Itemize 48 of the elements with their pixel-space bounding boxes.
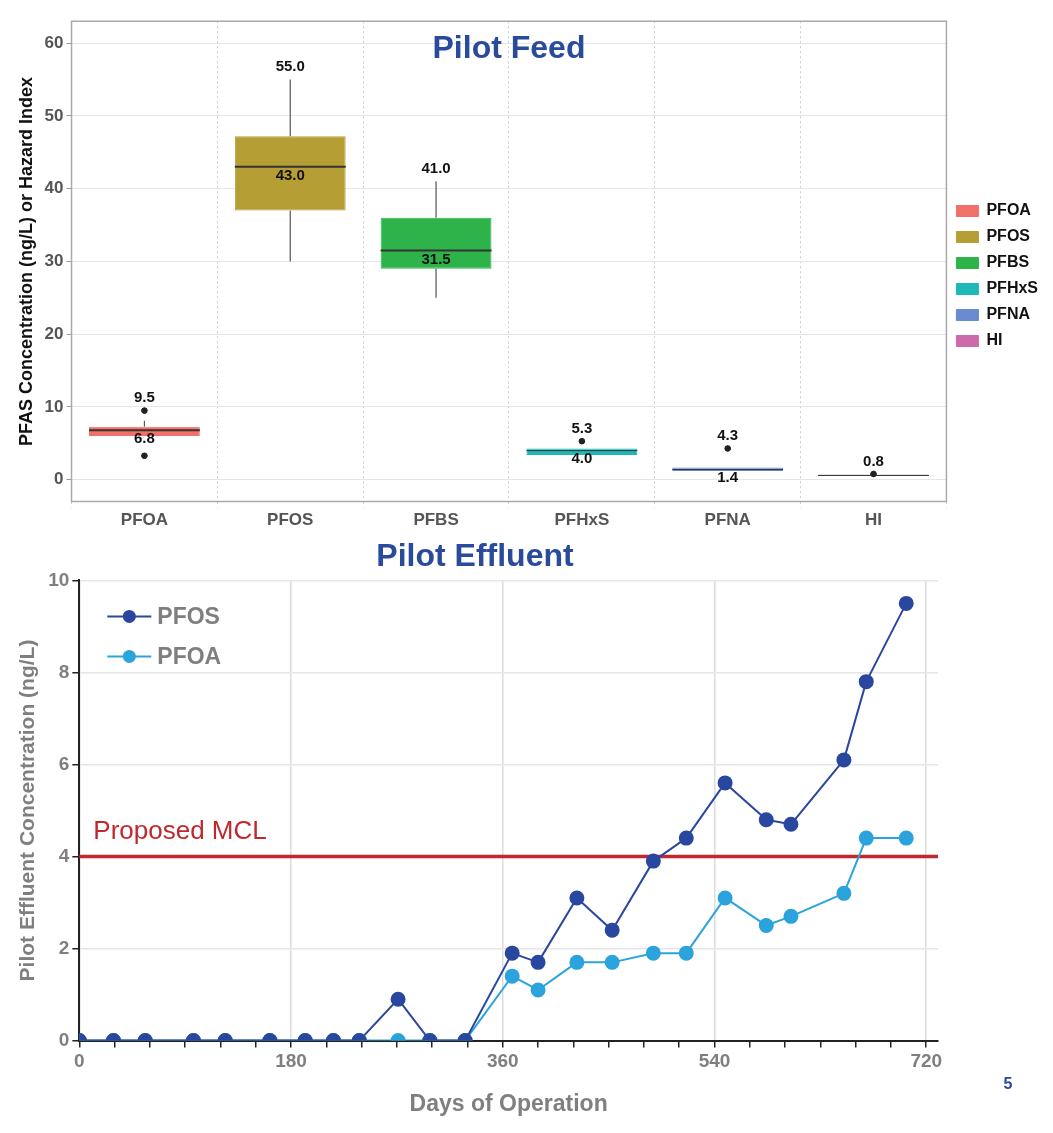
data-label: 0.8: [863, 451, 884, 469]
y-tick-label: 10: [48, 568, 70, 590]
annotation: 1.4: [717, 468, 739, 486]
y-tick-label: 0: [58, 1028, 70, 1050]
y-tick-label: 8: [58, 660, 70, 682]
legend-label: PFOS: [157, 602, 220, 629]
y-tick-label: 0: [54, 469, 64, 489]
ref-line-label: Proposed MCL: [93, 814, 267, 845]
x-tick-label: 720: [910, 1050, 943, 1072]
y-tick-label: 10: [44, 396, 64, 416]
chart-title: Pilot Effluent: [376, 537, 574, 574]
data-label: 5.3: [571, 418, 593, 436]
chart-title: Pilot Feed: [432, 29, 586, 66]
y-tick-label: 6: [58, 752, 70, 774]
legend-label: PFNA: [986, 305, 1031, 323]
y-tick-label: 4: [58, 844, 70, 866]
x-tick-label: PFNA: [704, 510, 751, 530]
annotation: 55.0: [275, 57, 305, 75]
legend-label: PFOS: [986, 227, 1031, 245]
x-tick-label: 360: [486, 1050, 519, 1072]
x-tick-label: PFHxS: [554, 510, 610, 530]
y-tick-label: 40: [44, 178, 64, 198]
x-tick-label: 180: [275, 1050, 307, 1072]
legend-label: PFBS: [986, 253, 1030, 271]
y-tick-label: 20: [44, 323, 64, 343]
legend-label: PFOA: [986, 201, 1032, 219]
text: 5: [1003, 1075, 1013, 1093]
y-axis-title: Pilot Effluent Concentration (ng/L): [15, 639, 39, 982]
annotation: 41.0: [421, 158, 451, 176]
x-tick-label: PFOS: [267, 510, 314, 530]
y-tick-label: 30: [44, 251, 64, 271]
x-tick-label: 540: [698, 1050, 731, 1072]
x-tick-label: PFOA: [120, 510, 169, 530]
y-axis-title: PFAS Concentration (ng/L) or Hazard Index: [15, 76, 36, 446]
x-tick-label: PFBS: [413, 510, 459, 530]
x-tick-label: 0: [74, 1050, 85, 1072]
data-label: 9.5: [133, 388, 155, 406]
y-tick-label: 60: [44, 32, 64, 52]
x-tick-label: HI: [865, 510, 883, 530]
annotation: 31.5: [421, 250, 451, 268]
y-tick-label: 2: [58, 936, 70, 958]
legend-label: PFOA: [157, 642, 222, 669]
x-axis-title: Days of Operation: [409, 1089, 608, 1116]
legend-label: HI: [986, 331, 1003, 349]
y-tick-label: 50: [44, 105, 64, 125]
legend-label: PFHxS: [986, 279, 1039, 297]
annotation: 43.0: [275, 166, 305, 184]
data-label: 4.3: [717, 426, 739, 444]
